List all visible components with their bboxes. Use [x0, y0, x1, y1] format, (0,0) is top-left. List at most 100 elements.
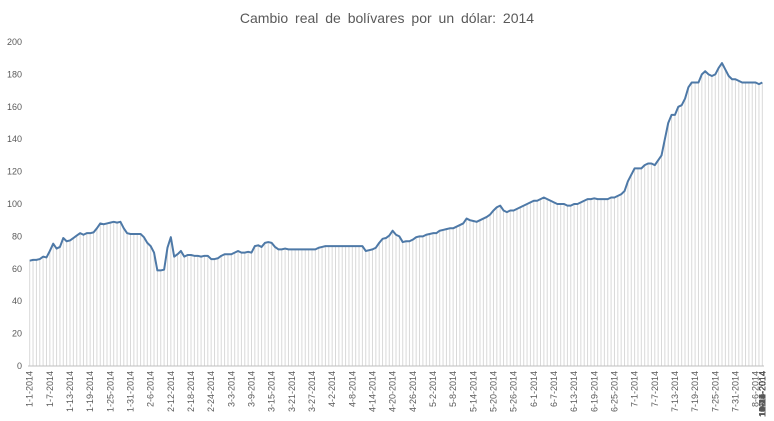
data-bar: [237, 250, 239, 366]
x-tick-label: 12-28-2014: [757, 371, 767, 417]
data-bar: [351, 246, 353, 366]
y-tick-label: 20: [12, 329, 22, 339]
data-bar: [378, 242, 380, 366]
x-tick-label: 7-25-2014: [710, 371, 720, 412]
data-bar: [492, 210, 494, 366]
x-tick-label: 11-22-2014: [757, 371, 767, 416]
data-bar: [234, 252, 236, 366]
data-bar: [230, 254, 232, 366]
data-bar: [166, 247, 168, 366]
data-bar: [314, 249, 316, 366]
data-bar: [361, 246, 363, 366]
data-bar: [304, 249, 306, 366]
data-bar: [59, 246, 61, 366]
data-bar: [281, 249, 283, 366]
data-bar: [445, 229, 447, 366]
data-bar: [173, 256, 175, 366]
data-bar: [42, 256, 44, 366]
data-bar: [519, 207, 521, 366]
x-tick-label: 6-19-2014: [589, 371, 599, 412]
y-tick-label: 200: [7, 37, 22, 47]
x-tick-label: 11-10-2014: [757, 371, 767, 416]
data-bar: [200, 256, 202, 366]
data-bar: [419, 236, 421, 366]
data-bar: [479, 220, 481, 366]
data-bar: [724, 69, 726, 366]
data-bar: [66, 241, 68, 366]
x-tick-label: 9-23-2014: [757, 371, 767, 412]
data-bar: [197, 255, 199, 366]
data-bar: [35, 259, 37, 366]
data-bar: [617, 195, 619, 366]
data-bar: [758, 84, 760, 367]
data-bar: [395, 234, 397, 366]
data-bar: [298, 249, 300, 366]
data-bar: [365, 250, 367, 366]
data-bar: [755, 82, 757, 366]
data-bar: [224, 254, 226, 366]
data-bar: [761, 82, 763, 366]
data-bar: [247, 251, 249, 366]
data-bar: [412, 239, 414, 366]
data-bar: [654, 165, 656, 366]
data-bar: [741, 82, 743, 366]
data-bar: [32, 259, 34, 366]
data-bar: [261, 246, 263, 366]
data-bar: [72, 238, 74, 366]
x-tick-label: 3-3-2014: [226, 371, 236, 407]
y-tick-label: 0: [17, 361, 22, 371]
data-bar: [613, 197, 615, 366]
x-tick-label: 9-17-2014: [757, 371, 767, 412]
data-bar: [435, 233, 437, 366]
x-tick-label: 4-2-2014: [327, 371, 337, 407]
bars-layer: [29, 63, 763, 367]
data-bar: [486, 216, 488, 366]
data-bar: [291, 249, 293, 366]
data-bar: [566, 205, 568, 366]
data-bar: [257, 245, 259, 366]
data-bar: [143, 237, 145, 366]
data-bar: [328, 246, 330, 366]
x-tick-label: 10-5-2014: [757, 371, 767, 412]
data-bar: [136, 233, 138, 366]
chart-title: Cambio real de bolívares por un dólar: 2…: [239, 10, 535, 26]
x-tick-label: 3-15-2014: [267, 371, 277, 412]
x-tick-label: 9-29-2014: [757, 371, 767, 412]
data-bar: [570, 205, 572, 366]
x-tick-label: 12-16-2014: [757, 371, 767, 417]
data-bar: [708, 74, 710, 367]
data-bar: [677, 106, 679, 367]
data-bar: [150, 246, 152, 366]
data-bar: [133, 233, 135, 366]
x-tick-label: 6-1-2014: [529, 371, 539, 407]
data-bar: [345, 246, 347, 366]
data-bar: [153, 252, 155, 366]
data-bar: [600, 199, 602, 366]
data-bar: [321, 246, 323, 366]
x-tick-label: 5-26-2014: [509, 371, 519, 412]
y-tick-label: 60: [12, 264, 22, 274]
data-bar: [630, 174, 632, 366]
x-tick-label: 4-14-2014: [367, 371, 377, 412]
data-bar: [301, 249, 303, 366]
data-bar: [459, 225, 461, 366]
data-bar: [728, 76, 730, 367]
data-bar: [704, 71, 706, 366]
x-tick-label: 8-18-2014: [757, 371, 767, 412]
data-bar: [177, 254, 179, 366]
data-bar: [52, 243, 54, 366]
data-bar: [126, 233, 128, 366]
x-tick-label: 5-2-2014: [428, 371, 438, 407]
data-bar: [214, 259, 216, 366]
data-bar: [462, 223, 464, 366]
data-bar: [550, 200, 552, 366]
data-bar: [45, 257, 47, 366]
data-bar: [39, 259, 41, 366]
data-bar: [476, 221, 478, 366]
data-bar: [190, 255, 192, 366]
data-bar: [113, 221, 115, 366]
data-bar: [130, 233, 131, 366]
data-bar: [284, 248, 286, 366]
x-tick-label: 6-13-2014: [569, 371, 579, 412]
